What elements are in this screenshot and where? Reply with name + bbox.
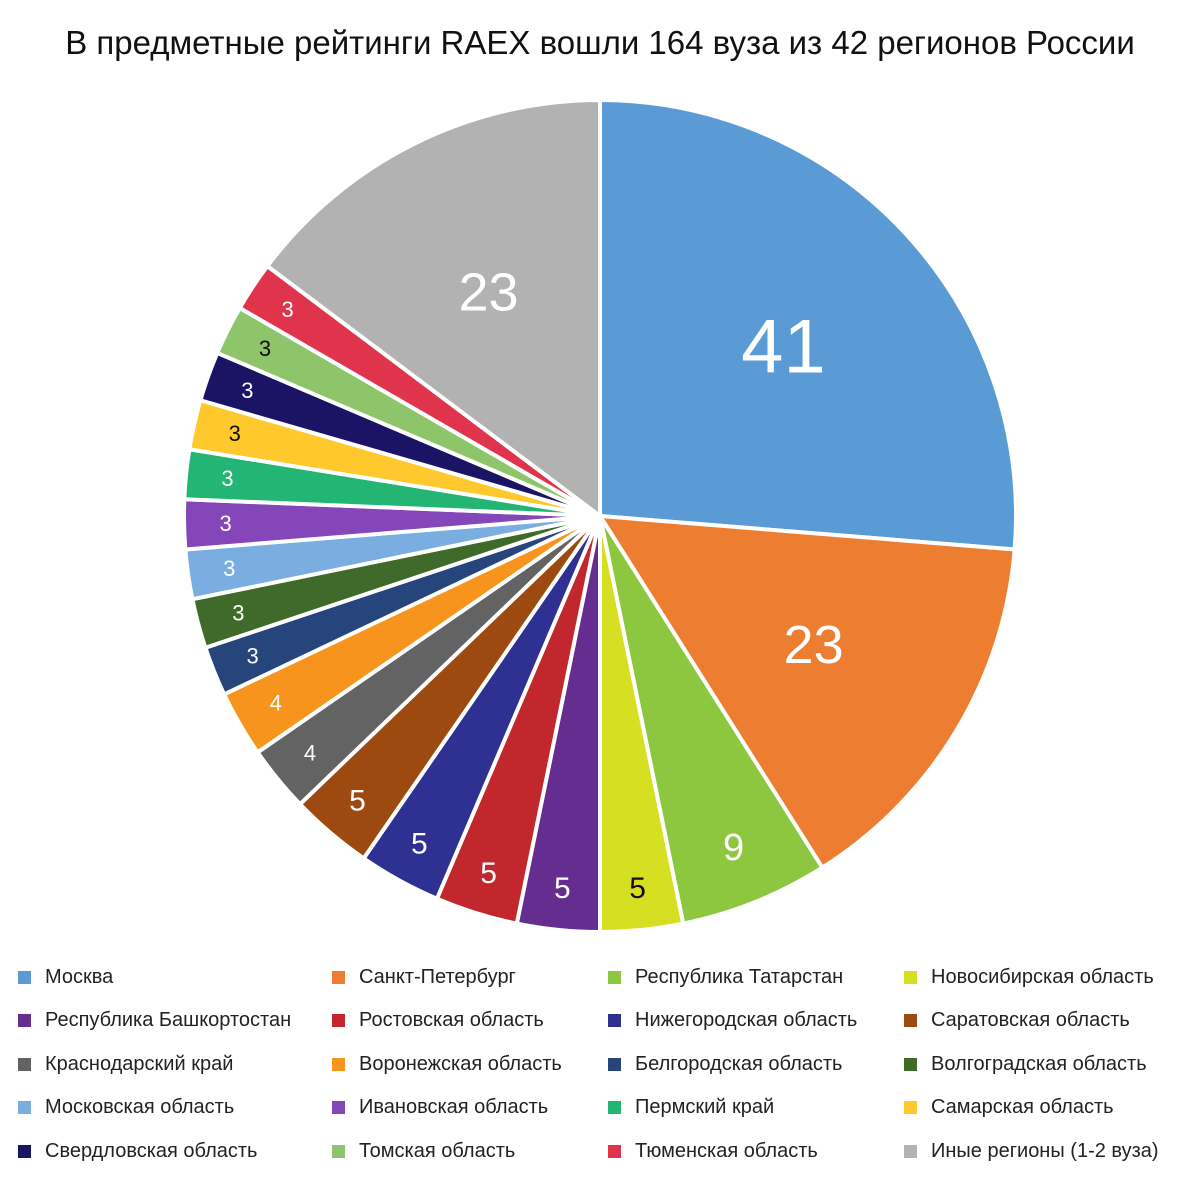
legend-swatch (904, 1014, 917, 1027)
pie-value-label-13: 3 (220, 511, 232, 536)
legend-swatch (18, 1101, 31, 1114)
legend-label: Тюменская область (635, 1139, 818, 1162)
legend-item-13: Ивановская область (332, 1093, 548, 1123)
legend-item-9: Воронежская область (332, 1049, 562, 1079)
legend-swatch (18, 970, 31, 984)
legend-label: Воронежская область (359, 1052, 562, 1075)
legend-swatch (904, 1057, 917, 1071)
pie-value-label-16: 3 (241, 378, 253, 403)
legend-item-11: Волгоградская область (904, 1049, 1147, 1079)
legend-swatch (608, 970, 621, 984)
pie-value-label-9: 4 (270, 691, 282, 716)
pie-value-label-1: 23 (784, 615, 844, 675)
legend-label: Москва (45, 965, 114, 988)
legend-label: Самарская область (931, 1096, 1114, 1118)
legend-swatch (608, 1057, 621, 1071)
pie-slice-2 (598, 514, 825, 926)
legend-item-6: Нижегородская область (608, 1006, 857, 1036)
chart-title: В предметные рейтинги RAEX вошли 164 вуз… (65, 24, 1135, 61)
legend-item-5: Ростовская область (332, 1006, 544, 1036)
pie-value-label-8: 4 (304, 740, 316, 765)
legend-label: Республика Башкортостан (45, 1009, 292, 1031)
legend-label: Белгородская область (635, 1052, 843, 1075)
legend-swatch (904, 1101, 917, 1114)
legend-item-14: Пермский край (608, 1093, 774, 1123)
legend-label: Волгоградская область (931, 1052, 1147, 1075)
legend-label: Новосибирская область (931, 965, 1154, 988)
legend-swatch (332, 970, 345, 984)
legend-label: Ивановская область (359, 1096, 549, 1118)
legend-label: Иные регионы (1-2 вуза) (931, 1139, 1159, 1162)
legend-item-7: Саратовская область (904, 1006, 1130, 1036)
pie-value-label-14: 3 (221, 466, 233, 491)
legend-label: Республика Татарстан (635, 965, 844, 988)
legend-swatch (18, 1144, 31, 1158)
pie-value-label-5: 5 (480, 857, 497, 890)
pie-slice-0 (598, 98, 1018, 552)
pie-value-label-12: 3 (223, 556, 235, 581)
pie-value-label-4: 5 (554, 872, 571, 905)
legend-item-16: Свердловская область (18, 1136, 257, 1166)
legend-item-8: Краснодарский край (18, 1049, 233, 1079)
pie-value-label-6: 5 (411, 827, 428, 860)
legend-item-18: Тюменская область (608, 1136, 818, 1166)
legend-swatch (608, 1101, 621, 1114)
legend-swatch (332, 1144, 345, 1158)
legend-item-2: Республика Татарстан (608, 962, 843, 992)
legend-label: Санкт-Петербург (359, 965, 516, 988)
legend-swatch (18, 1014, 31, 1027)
legend-item-3: Новосибирская область (904, 962, 1154, 992)
legend-item-0: Москва (18, 962, 113, 992)
pie-value-label-11: 3 (232, 600, 244, 625)
legend-label: Саратовская область (931, 1009, 1130, 1031)
legend-label: Нижегородская область (635, 1009, 858, 1031)
legend-swatch (608, 1144, 621, 1158)
pie-slices (182, 98, 1018, 934)
legend-swatch (332, 1101, 345, 1114)
legend-swatch (18, 1057, 31, 1071)
legend-swatch (904, 1144, 917, 1158)
legend-label: Пермский край (635, 1096, 775, 1118)
legend-item-19: Иные регионы (1-2 вуза) (904, 1136, 1159, 1166)
pie-slice-19 (265, 98, 602, 518)
legend-label: Ростовская область (359, 1009, 544, 1031)
pie-value-label-18: 3 (282, 297, 294, 322)
pie-value-label-7: 5 (349, 785, 366, 818)
legend-item-1: Санкт-Петербург (332, 962, 516, 992)
legend-swatch (332, 1057, 345, 1071)
pie-value-label-2: 9 (723, 827, 744, 869)
legend-item-12: Московская область (18, 1093, 234, 1123)
legend-swatch (332, 1014, 345, 1027)
legend-swatch (904, 970, 917, 984)
legend-label: Московская область (45, 1096, 235, 1118)
pie-slice-1 (598, 514, 1017, 870)
legend-label: Томская область (359, 1139, 516, 1162)
legend-label: Свердловская область (45, 1139, 258, 1162)
legend-swatch (608, 1014, 621, 1027)
pie-value-label-17: 3 (259, 336, 271, 361)
legend-item-10: Белгородская область (608, 1049, 842, 1079)
pie-value-label-19: 23 (458, 263, 518, 323)
legend-item-4: Республика Башкортостан (18, 1006, 291, 1036)
legend-item-17: Томская область (332, 1136, 515, 1166)
pie-value-label-15: 3 (229, 421, 241, 446)
pie-value-label-10: 3 (247, 643, 259, 668)
pie-value-label-0: 41 (741, 304, 826, 389)
pie-value-label-3: 5 (629, 872, 646, 905)
legend-item-15: Самарская область (904, 1093, 1114, 1123)
legend-label: Краснодарский край (45, 1052, 234, 1075)
